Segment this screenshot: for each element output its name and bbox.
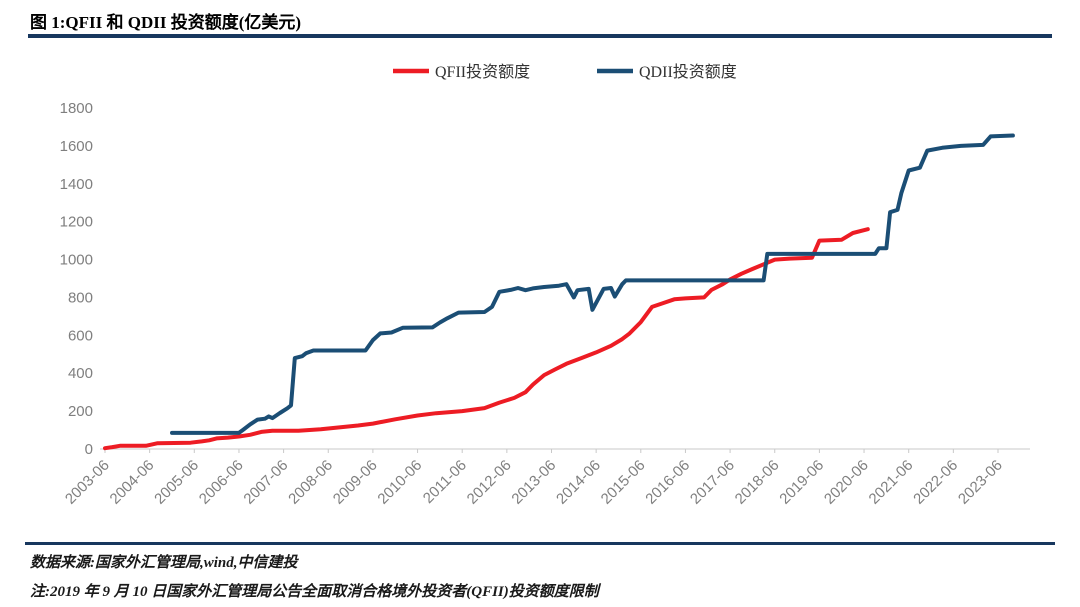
y-axis-label: 1400 (60, 176, 93, 193)
x-axis-label: 2008-06 (285, 457, 336, 508)
x-axis-label: 2016-06 (642, 457, 693, 508)
qfii-line (103, 227, 870, 451)
data-source-note: 数据来源:国家外汇管理局,wind,中信建投 (30, 555, 298, 571)
legend-label-qdii: QDII投资额度 (639, 63, 737, 81)
x-axis-label: 2007-06 (240, 457, 291, 508)
x-axis-label: 2023-06 (955, 457, 1006, 508)
x-axis-label: 2014-06 (553, 457, 604, 508)
x-axis-label: 2017-06 (687, 457, 738, 508)
x-axis-label: 2004-06 (107, 457, 158, 508)
y-axis-label: 0 (85, 441, 93, 458)
qfii-qdii-line-chart: QFII投资额度 QDII投资额度 0 200 400 600 800 1000 1200 140… (60, 63, 1030, 508)
y-axis-label: 1600 (60, 138, 93, 155)
figure-title: 图 1:QFII 和 QDII 投资额度(亿美元) (30, 13, 302, 32)
x-axis-label: 2015-06 (598, 457, 649, 508)
x-axis-label: 2021-06 (866, 457, 917, 508)
x-axis-label: 2011-06 (420, 457, 470, 507)
x-axis-label: 2012-06 (464, 457, 515, 508)
top-divider (28, 34, 1052, 38)
footnote: 注:2019 年 9 月 10 日国家外汇管理局公告全面取消合格境外投资者(QF… (30, 584, 599, 600)
y-axis-label: 400 (68, 365, 93, 382)
x-axis-label: 2013-06 (508, 457, 559, 508)
bottom-divider (25, 542, 1055, 545)
x-axis-label: 2020-06 (821, 457, 872, 508)
x-axis-label: 2005-06 (151, 457, 202, 508)
x-axis-label: 2018-06 (732, 457, 783, 508)
x-axis-label: 2009-06 (330, 457, 381, 508)
x-axis-label: 2003-06 (62, 457, 113, 508)
y-axis-label: 1200 (60, 214, 93, 231)
x-axis-label: 2019-06 (776, 457, 827, 508)
x-axis-label: 2006-06 (196, 457, 247, 508)
x-axis-label: 2022-06 (910, 457, 961, 508)
legend-label-qfii: QFII投资额度 (435, 63, 530, 81)
y-axis-label: 1800 (60, 100, 93, 117)
y-axis-label: 200 (68, 403, 93, 420)
y-axis-label: 1000 (60, 252, 93, 269)
y-axis-label: 800 (68, 289, 93, 306)
qdii-line (170, 133, 1015, 435)
y-axis-label: 600 (68, 327, 93, 344)
x-axis-label: 2010-06 (374, 457, 425, 508)
